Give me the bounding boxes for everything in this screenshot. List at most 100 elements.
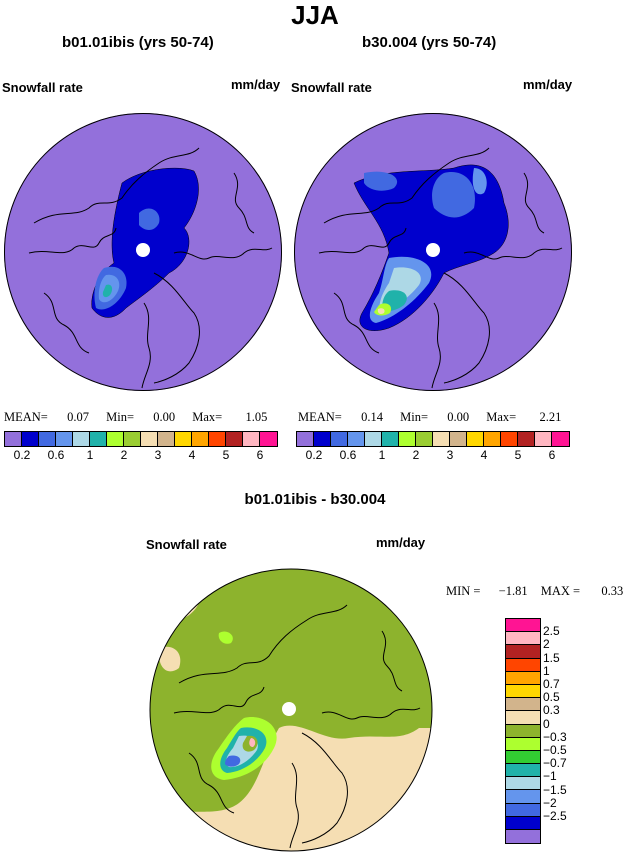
diff-colorbar-swatch xyxy=(506,764,540,778)
panel-2-colorbar-swatch xyxy=(399,432,416,446)
diff-colorbar-tick-label: −0.5 xyxy=(543,743,567,757)
diff-colorbar-tick-label: −2.5 xyxy=(543,809,567,823)
diff-min-label: MIN = xyxy=(446,584,481,598)
panel-2-colorbar-swatch xyxy=(484,432,501,446)
panel-1-colorbar-swatch xyxy=(124,432,141,446)
panel-1-coastlines xyxy=(28,147,273,389)
diff-colorbar-tick-label: −0.7 xyxy=(543,756,567,771)
panel-2-colorbar-swatch xyxy=(450,432,467,446)
panel-2-colorbar-swatch xyxy=(365,432,382,446)
panel-2-colorbar-tick-label: 3 xyxy=(446,448,454,462)
panel-1-colorbar-tick-label: 1 xyxy=(86,448,94,462)
panel-2-colorbar-swatch xyxy=(314,432,331,446)
panel-2-stats: MEAN= 0.14 Min= 0.00 Max= 2.21 xyxy=(298,410,561,425)
panel-1-subtitle: b01.01ibis (yrs 50-74) xyxy=(62,34,214,51)
panel-2-map xyxy=(294,113,572,391)
panel-1-colorbar-swatch xyxy=(226,432,243,446)
panel-1-min-label: Min= xyxy=(106,410,134,424)
diff-colorbar-tick-label: 0.7 xyxy=(543,677,560,691)
panel-2-colorbar-swatch xyxy=(297,432,314,446)
panel-1-contour-max xyxy=(102,284,113,298)
panel-2-coastlines xyxy=(318,147,563,389)
panel-2-max-label: Max= xyxy=(486,410,517,424)
panel-1-variable-label: Snowfall rate xyxy=(2,80,83,95)
diff-colorbar-swatch xyxy=(506,724,540,738)
panel-1-stats: MEAN= 0.07 Min= 0.00 Max= 1.05 xyxy=(4,410,267,425)
diff-colorbar-tick-label: 0.3 xyxy=(543,703,560,718)
diff-colorbar-swatch xyxy=(506,803,540,817)
panel-1-min-value: 0.00 xyxy=(153,410,176,424)
diff-colorbar-tick-label: −2 xyxy=(543,795,557,810)
panel-1-map xyxy=(4,113,282,391)
panel-1-max-label: Max= xyxy=(192,410,223,424)
panel-1-colorbar-tick-label: 3 xyxy=(154,448,162,462)
panel-2-pole-marker xyxy=(426,243,440,257)
panel-2-colorbar-ticks: 0.2 0.6 1 2 3 4 5 6 xyxy=(296,448,574,464)
diff-colorbar-tick-label: 2 xyxy=(543,637,550,652)
panel-2-mean-value: 0.14 xyxy=(361,410,383,424)
panel-2-colorbar-tick-label: 1 xyxy=(378,448,386,462)
panel-1-colorbar-tick-label: 0.6 xyxy=(47,448,65,462)
panel-2-colorbar-swatch xyxy=(552,432,569,446)
panel-2-subtitle: b30.004 (yrs 50-74) xyxy=(362,34,497,51)
panel-1-colorbar-ticks: 0.2 0.6 1 2 3 4 5 6 xyxy=(4,448,282,464)
diff-coastlines xyxy=(173,604,421,849)
diff-contour-negative-4 xyxy=(225,755,241,767)
diff-colorbar-tick-label: 2.5 xyxy=(543,624,560,639)
diff-panel-units: mm/day xyxy=(376,535,426,550)
panel-1-colorbar-swatch xyxy=(141,432,158,446)
diff-colorbar-swatch xyxy=(506,698,540,712)
panel-1-pole-marker xyxy=(136,243,150,257)
diff-colorbar-swatch xyxy=(506,671,540,685)
panel-2-colorbar-tick-label: 4 xyxy=(480,448,488,462)
panel-2-colorbar-swatch xyxy=(433,432,450,446)
panel-1-colorbar-tick-label: 2 xyxy=(120,448,128,462)
diff-colorbar-swatch xyxy=(506,684,540,699)
panel-1-colorbar-swatch xyxy=(260,432,277,446)
diff-colorbar-tick-label: 0.5 xyxy=(543,690,560,705)
diff-colorbar-tick-label: 1.5 xyxy=(543,650,560,665)
diff-contour-positive-tan-3 xyxy=(158,646,181,672)
panel-1-map-border xyxy=(4,113,282,391)
diff-panel-stats: MIN = −1.81 MAX = 0.33 xyxy=(446,584,623,599)
diff-colorbar-swatch xyxy=(506,790,540,804)
panel-2-min-label: Min= xyxy=(400,410,428,424)
diff-contour-0.3 xyxy=(218,631,233,644)
panel-2-colorbar-swatch xyxy=(467,432,484,446)
panel-2-colorbar-swatch xyxy=(382,432,399,446)
diff-contour-inner-pink xyxy=(249,738,256,747)
diff-colorbar-swatch xyxy=(506,737,540,751)
panel-2-colorbar-swatch xyxy=(535,432,552,446)
panel-2-colorbar-tick-label: 5 xyxy=(514,448,522,462)
diff-panel-variable-label: Snowfall rate xyxy=(146,537,227,552)
diff-colorbar-tick-label: −1 xyxy=(543,769,557,784)
diff-colorbar-swatch xyxy=(506,816,540,830)
panel-1-units: mm/day xyxy=(231,77,281,92)
panel-2-colorbar xyxy=(296,431,570,447)
panel-1-colorbar xyxy=(4,431,278,447)
panel-1-colorbar-swatch xyxy=(39,432,56,446)
panel-2-min-value: 0.00 xyxy=(447,410,470,424)
diff-max-label: MAX = xyxy=(540,584,581,598)
diff-colorbar-swatch xyxy=(506,830,540,844)
diff-colorbar-tick-label: 0 xyxy=(543,716,550,731)
panel-1-colorbar-swatch xyxy=(158,432,175,446)
panel-1-colorbar-swatch xyxy=(243,432,260,446)
figure-title: JJA xyxy=(291,0,339,30)
panel-2-colorbar-tick-label: 0.6 xyxy=(339,448,357,462)
panel-2-mean-label: MEAN= xyxy=(298,410,342,424)
diff-min-value: −1.81 xyxy=(498,584,528,598)
panel-1-colorbar-swatch xyxy=(175,432,192,446)
panel-2-units: mm/day xyxy=(523,77,573,92)
panel-2-contour-0.6 xyxy=(364,171,475,218)
diff-pole-marker xyxy=(282,702,296,716)
panel-2-colorbar-tick-label: 2 xyxy=(412,448,420,462)
panel-1-mean-label: MEAN= xyxy=(4,410,48,424)
panel-1-colorbar-tick-label: 0.2 xyxy=(13,448,31,462)
diff-colorbar-swatch xyxy=(506,711,540,725)
panel-2-colorbar-swatch xyxy=(518,432,535,446)
diff-colorbar-ticks: 2.5 2 1.5 1 0.7 0.5 0.3 0 −0.3 −0.5 −0.7 −1 −1.5 −2 −2… xyxy=(543,618,603,844)
panel-1-colorbar-swatch xyxy=(5,432,22,446)
panel-2-colorbar-swatch xyxy=(331,432,348,446)
diff-panel-map xyxy=(149,568,433,852)
